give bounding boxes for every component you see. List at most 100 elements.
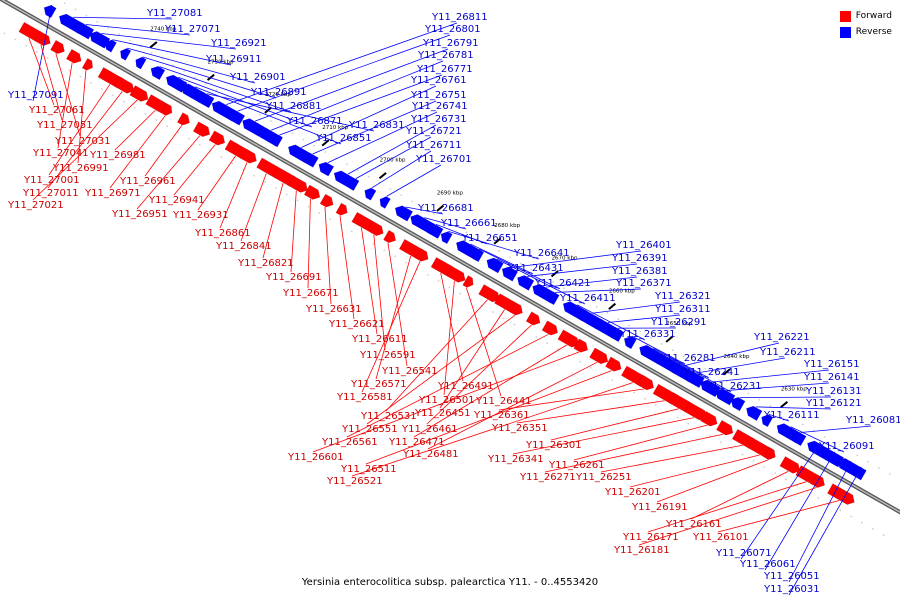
forward-leader-line xyxy=(262,183,284,259)
forward-leader-line xyxy=(351,382,633,477)
reverse-gene-label: Y11_26871 xyxy=(286,116,343,127)
reverse-gene-label: Y11_26771 xyxy=(416,64,473,75)
forward-gene-label: Y11_26541 xyxy=(381,366,438,377)
reverse-leader-line xyxy=(755,406,832,410)
forward-gene-label: Y11_26251 xyxy=(575,472,632,483)
forward-leader-line xyxy=(109,115,166,189)
tick-label: 2640 kbp xyxy=(724,354,750,360)
reverse-gene-label: Y11_26881 xyxy=(265,101,322,112)
tick-label: 2660 kbp xyxy=(609,288,635,294)
forward-gene-arrow xyxy=(129,85,149,102)
forward-leader-line xyxy=(240,173,267,242)
forward-gene-arrow xyxy=(113,76,135,94)
reverse-gene-arrow xyxy=(272,135,283,148)
forward-gene-arrow xyxy=(177,112,190,126)
axis-highlight xyxy=(1,0,900,514)
forward-leader-line xyxy=(173,144,216,196)
forward-leader-line xyxy=(307,198,311,289)
tick-mark xyxy=(608,302,617,310)
reverse-gene-label: Y11_26711 xyxy=(405,140,462,151)
reverse-leader-line xyxy=(653,348,710,379)
forward-leader-line xyxy=(365,370,612,465)
forward-leader-line xyxy=(290,190,297,273)
forward-gene-label: Y11_26931 xyxy=(172,210,229,221)
reverse-gene-arrow xyxy=(196,92,215,109)
forward-leader-line xyxy=(439,309,505,409)
reverse-gene-arrow xyxy=(318,161,335,177)
forward-leader-line xyxy=(28,37,55,106)
reverse-leader-line xyxy=(631,335,686,365)
forward-gene-label: Y11_26631 xyxy=(305,304,362,315)
forward-gene-label: Y11_26951 xyxy=(111,209,168,220)
forward-gene-label: Y11_26481 xyxy=(402,449,459,460)
reverse-leader-line xyxy=(591,301,681,314)
forward-gene-label: Y11_27061 xyxy=(28,105,85,116)
reverse-gene-label: Y11_26311 xyxy=(654,304,711,315)
forward-gene-arrow xyxy=(827,483,855,505)
reverse-leader-line xyxy=(271,60,444,131)
reverse-gene-label: Y11_26071 xyxy=(715,548,772,559)
reverse-gene-arrow xyxy=(685,370,705,388)
reverse-gene-label: Y11_26831 xyxy=(348,120,405,131)
forward-gene-arrow xyxy=(81,58,93,71)
reverse-gene-label: Y11_26901 xyxy=(229,72,286,83)
reverse-leader-line xyxy=(496,258,586,305)
forward-gene-label: Y11_26451 xyxy=(414,408,471,419)
forward-gene-arrow xyxy=(367,220,384,236)
reverse-gene-arrow xyxy=(89,31,111,49)
reverse-leader-line xyxy=(405,206,444,215)
forward-gene-arrow xyxy=(414,248,429,262)
forward-leader-line xyxy=(550,408,679,441)
reverse-gene-arrow xyxy=(394,205,413,222)
tick-mark xyxy=(149,41,158,49)
tick-label: 2720 kbp xyxy=(265,92,291,98)
legend-item-reverse: Reverse xyxy=(839,24,892,40)
reverse-gene-label: Y11_27091 xyxy=(7,90,64,101)
reverse-leader-line xyxy=(511,250,642,268)
reverse-gene-label: Y11_26721 xyxy=(405,126,462,137)
forward-gene-label: Y11_26101 xyxy=(692,532,749,543)
forward-leader-line xyxy=(656,459,769,503)
forward-gene-label: Y11_26531 xyxy=(360,411,417,422)
reverse-gene-label: Y11_26891 xyxy=(250,87,307,98)
forward-leader-line xyxy=(629,454,760,488)
reverse-gene-label: Y11_26061 xyxy=(739,559,796,570)
forward-swatch xyxy=(839,10,851,22)
reverse-gene-label: Y11_26081 xyxy=(845,415,900,426)
reverse-gene-arrow xyxy=(486,257,504,274)
forward-gene-arrow xyxy=(636,374,654,391)
legend-item-forward: Forward xyxy=(839,8,892,24)
reverse-leader-line xyxy=(371,150,432,189)
legend-label-reverse: Reverse xyxy=(855,27,892,37)
forward-leader-line xyxy=(498,388,644,411)
reverse-gene-label: Y11_26781 xyxy=(417,50,474,61)
reverse-leader-line xyxy=(739,396,832,399)
forward-gene-label: Y11_26271 xyxy=(519,472,576,483)
reverse-gene-label: Y11_26641 xyxy=(513,248,570,259)
forward-gene-arrow xyxy=(66,49,82,64)
reverse-gene-label: Y11_26751 xyxy=(410,90,467,101)
reverse-gene-label: Y11_26231 xyxy=(705,381,762,392)
reverse-leader-line xyxy=(142,56,277,99)
reverse-leader-line xyxy=(32,5,53,102)
forward-leader-line xyxy=(339,215,355,320)
reverse-gene-arrow xyxy=(104,39,117,53)
reverse-gene-label: Y11_26151 xyxy=(803,359,860,370)
forward-leader-line xyxy=(366,315,516,425)
reverse-gene-arrow xyxy=(715,388,736,406)
reverse-gene-arrow xyxy=(150,66,166,81)
tick-mark xyxy=(780,401,789,409)
forward-leader-line xyxy=(373,234,386,351)
forward-leader-line xyxy=(413,344,567,438)
reverse-leader-line xyxy=(101,33,237,50)
reverse-gene-label: Y11_26331 xyxy=(619,329,676,340)
reverse-gene-label: Y11_26701 xyxy=(415,154,472,165)
forward-gene-label: Y11_26181 xyxy=(613,545,670,556)
reverse-leader-line xyxy=(727,382,830,391)
forward-gene-label: Y11_27041 xyxy=(32,148,89,159)
reverse-leader-line xyxy=(226,22,458,106)
forward-gene-arrow xyxy=(383,230,396,244)
reverse-gene-label: Y11_26371 xyxy=(615,278,672,289)
reverse-gene-label: Y11_26431 xyxy=(507,263,564,274)
forward-gene-arrow xyxy=(541,320,558,336)
